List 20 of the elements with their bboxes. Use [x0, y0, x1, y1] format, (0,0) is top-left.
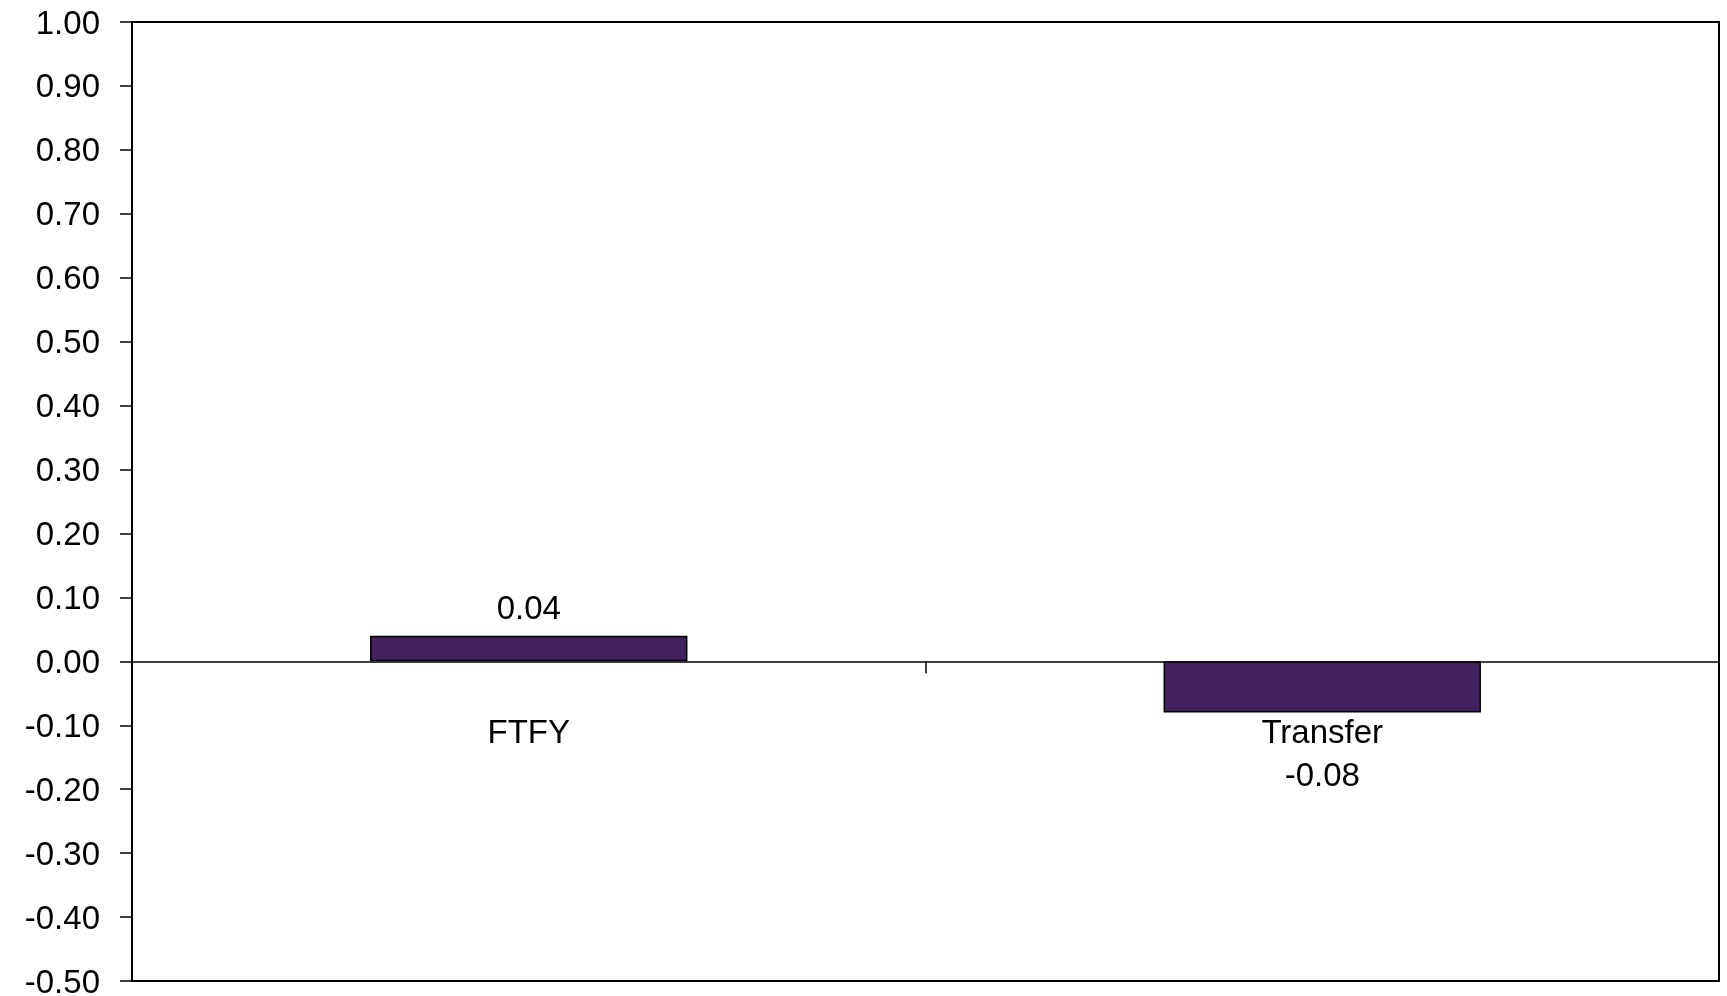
- y-tick-label: 0.00: [35, 642, 100, 680]
- x-tick-label: Transfer: [1261, 713, 1384, 751]
- y-tick-label: -0.50: [24, 962, 100, 996]
- y-tick-label: 0.80: [35, 131, 100, 169]
- y-tick-label: -0.10: [24, 706, 100, 744]
- data-label: -0.08: [1284, 756, 1360, 794]
- y-tick-label: 0.10: [35, 578, 100, 616]
- y-tick-label: 0.30: [35, 451, 100, 489]
- y-tick-label: 0.20: [35, 514, 100, 552]
- y-tick-label: -0.30: [24, 834, 100, 872]
- y-tick-label: 0.40: [35, 387, 100, 425]
- y-tick-label: 0.60: [35, 259, 100, 297]
- y-tick-label: 1.00: [35, 3, 100, 41]
- y-tick-label: 0.50: [35, 323, 100, 361]
- x-tick-label: FTFY: [487, 713, 570, 751]
- y-tick-label: -0.40: [24, 898, 100, 936]
- y-tick-label: 0.90: [35, 67, 100, 105]
- data-label: 0.04: [496, 588, 561, 626]
- y-tick-label: 0.70: [35, 195, 100, 233]
- y-tick-label: -0.20: [24, 770, 100, 808]
